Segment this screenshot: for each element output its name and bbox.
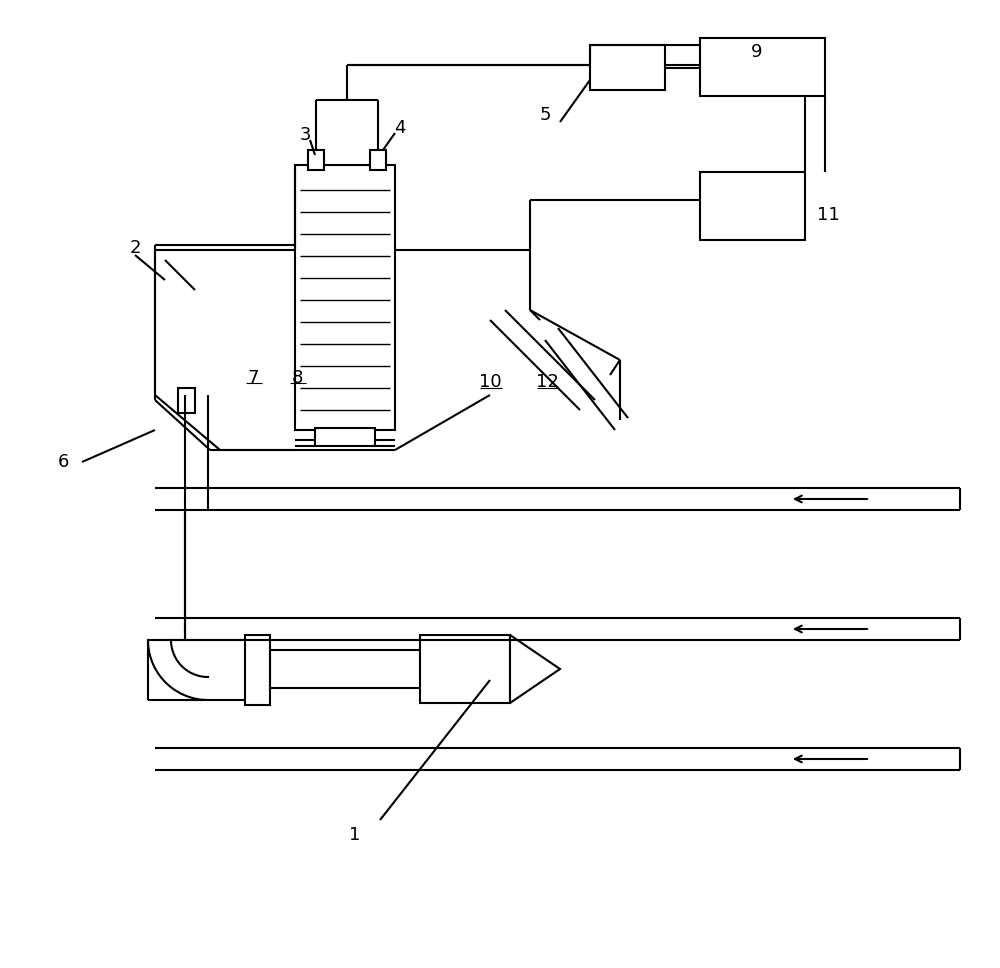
Text: 1: 1 [349,826,361,844]
Text: 4: 4 [394,119,406,137]
Bar [245,635,270,705]
Text: 2: 2 [129,239,141,257]
Bar [315,428,375,446]
Text: 12: 12 [536,373,558,391]
Bar [308,150,324,170]
Text: 6: 6 [57,453,69,471]
Bar [700,38,825,96]
Text: 3: 3 [299,126,311,144]
Bar [370,150,386,170]
Bar [700,172,805,240]
Bar [590,45,665,90]
Polygon shape [510,635,560,703]
Bar [295,165,395,430]
Bar [420,635,510,703]
Text: 10: 10 [479,373,501,391]
Text: 5: 5 [539,106,551,124]
Text: 11: 11 [817,206,839,224]
Text: 9: 9 [751,43,763,61]
Text: 8: 8 [291,369,303,387]
Text: 7: 7 [247,369,259,387]
Bar [178,388,195,413]
